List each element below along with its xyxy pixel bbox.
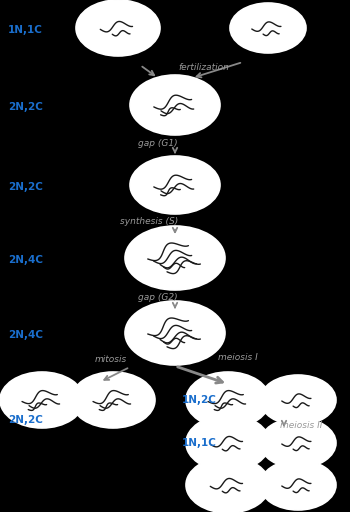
Text: 2N,2C: 2N,2C [8, 102, 43, 112]
Ellipse shape [260, 375, 336, 425]
Ellipse shape [125, 301, 225, 365]
Ellipse shape [260, 418, 336, 468]
Ellipse shape [186, 415, 270, 471]
Ellipse shape [186, 372, 270, 428]
Text: 1N,1C: 1N,1C [8, 25, 43, 35]
Ellipse shape [0, 372, 84, 428]
Text: mitosis: mitosis [95, 355, 127, 365]
Ellipse shape [130, 156, 220, 214]
Ellipse shape [130, 75, 220, 135]
Text: fertilization: fertilization [178, 62, 229, 72]
Text: 2N,2C: 2N,2C [8, 182, 43, 192]
Text: 1N,2C: 1N,2C [182, 395, 217, 405]
Text: meiosis II: meiosis II [280, 421, 322, 431]
Text: 2N,2C: 2N,2C [8, 415, 43, 425]
Text: synthesis (S): synthesis (S) [120, 218, 178, 226]
Text: gap (G1): gap (G1) [138, 139, 177, 147]
Ellipse shape [186, 457, 270, 512]
Text: meiosis I: meiosis I [218, 353, 258, 362]
Text: gap (G2): gap (G2) [138, 293, 177, 303]
Text: 2N,4C: 2N,4C [8, 255, 43, 265]
Ellipse shape [125, 226, 225, 290]
Ellipse shape [230, 3, 306, 53]
Text: 1N,1C: 1N,1C [182, 438, 217, 448]
Ellipse shape [71, 372, 155, 428]
Ellipse shape [260, 460, 336, 510]
Text: 2N,4C: 2N,4C [8, 330, 43, 340]
Ellipse shape [76, 0, 160, 56]
